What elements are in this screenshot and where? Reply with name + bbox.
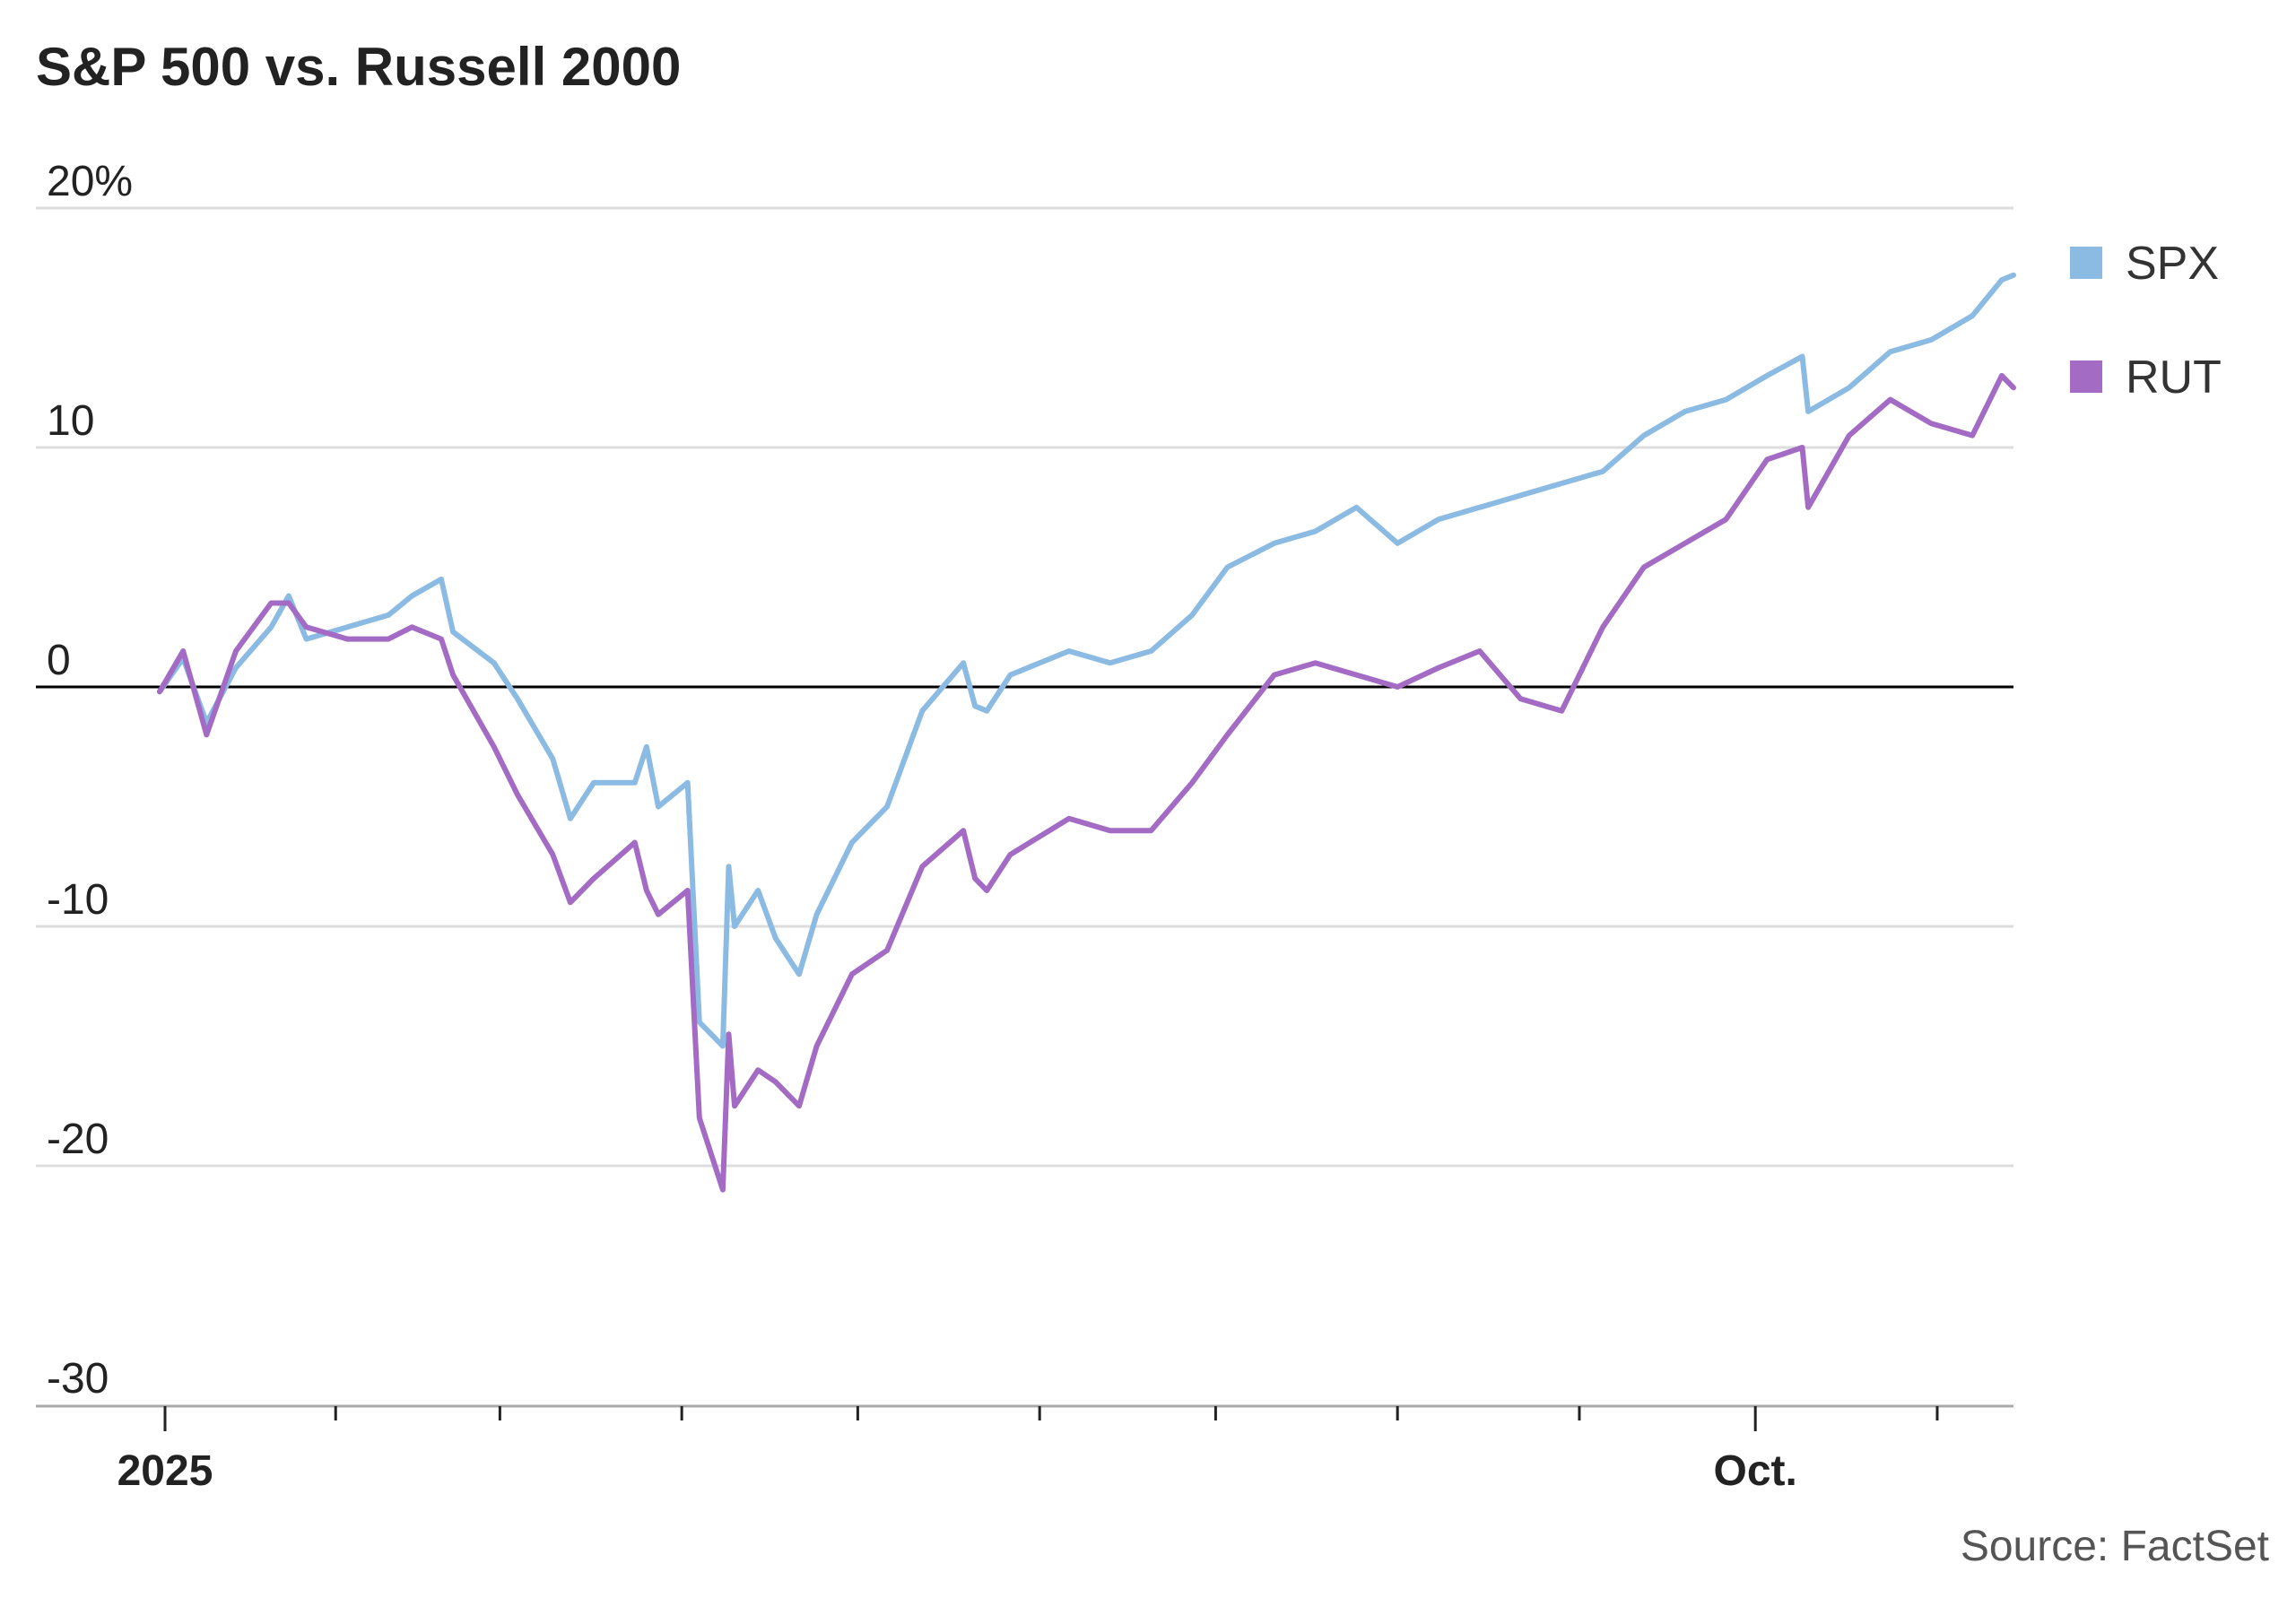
y-gridlines bbox=[36, 206, 2013, 1168]
series-lines bbox=[157, 272, 2016, 1193]
y-tick-label: -10 bbox=[47, 876, 109, 924]
series-line-rut bbox=[157, 372, 2016, 1193]
series-line-spx bbox=[157, 272, 2016, 1049]
chart-title: S&P 500 vs. Russell 2000 bbox=[36, 37, 681, 97]
legend-label-rut: RUT bbox=[2126, 352, 2222, 404]
y-tick-label: -20 bbox=[47, 1116, 109, 1163]
y-tick-label: -30 bbox=[47, 1355, 109, 1403]
legend-label-spx: SPX bbox=[2126, 238, 2219, 290]
x-tick-label: Oct. bbox=[1714, 1447, 1797, 1495]
x-tick-label: 2025 bbox=[117, 1447, 213, 1495]
legend-swatch-spx bbox=[2070, 247, 2102, 279]
legend: SPX RUT bbox=[2070, 238, 2222, 404]
y-tick-label: 20% bbox=[47, 158, 133, 205]
x-tick-labels: 2025 Oct. bbox=[117, 1447, 1797, 1495]
y-tick-label: 10 bbox=[47, 397, 94, 445]
x-ticks bbox=[163, 1406, 1939, 1431]
y-tick-labels: 20% 10 0 -10 -20 -30 bbox=[47, 158, 133, 1403]
legend-swatch-rut bbox=[2070, 360, 2102, 393]
source-note: Source: FactSet bbox=[1961, 1523, 2269, 1570]
y-tick-label: 0 bbox=[47, 637, 71, 684]
